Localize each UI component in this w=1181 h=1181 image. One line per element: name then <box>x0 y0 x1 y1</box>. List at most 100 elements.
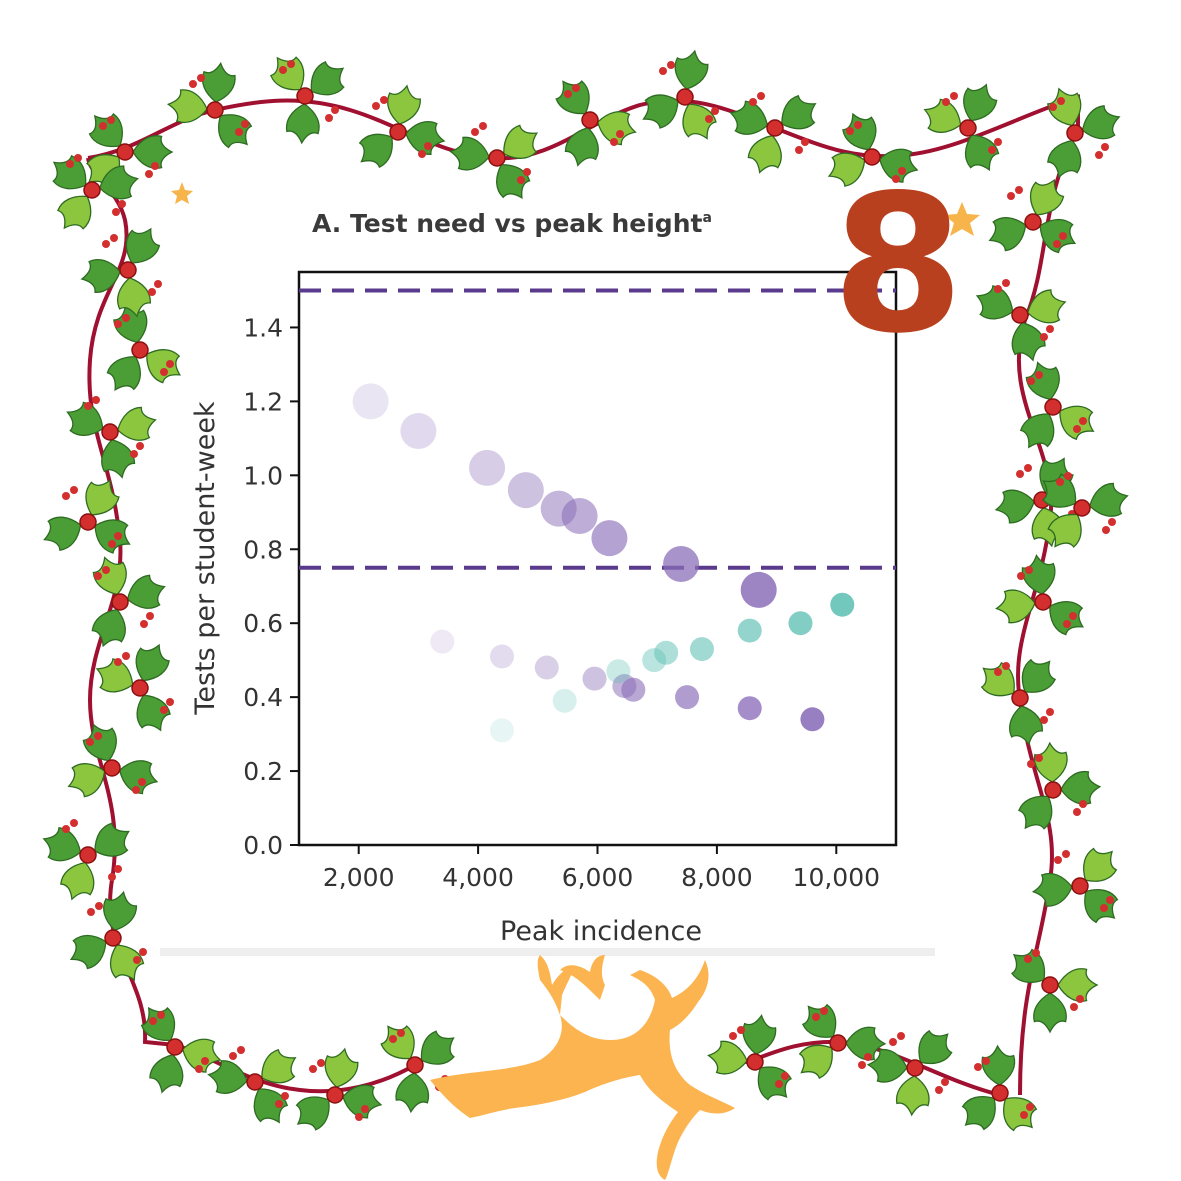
chart-card-bottom-edge <box>160 948 935 956</box>
berry-icon <box>897 1032 905 1040</box>
holly-cluster <box>988 178 1077 254</box>
holly-leaf-icon <box>1026 289 1067 324</box>
data-point-s0-8 <box>740 571 777 608</box>
berry-icon <box>616 130 624 138</box>
holly-leaf-icon <box>1088 482 1129 517</box>
star-icon <box>944 202 980 236</box>
holly-leaf-icon <box>995 589 1036 624</box>
berry-icon <box>1046 325 1054 333</box>
berry-icon <box>1054 856 1062 864</box>
berry-icon <box>1020 1111 1028 1119</box>
holly-cluster <box>106 303 182 392</box>
holly-leaf-icon <box>146 349 182 384</box>
holly-leaf-icon <box>324 1047 359 1088</box>
berry-icon <box>1032 949 1040 957</box>
holly-leaf-icon <box>201 61 236 103</box>
holly-leaf-icon <box>1029 178 1065 216</box>
holly-leaf-icon <box>358 133 393 169</box>
berry-icon <box>108 873 116 881</box>
holly-leaf-icon <box>781 94 817 130</box>
holly-leaf-icon <box>126 574 166 609</box>
ornament-bead-icon <box>131 679 149 697</box>
ornament-bead-icon <box>104 929 122 947</box>
berry-icon <box>130 450 138 458</box>
holly-leaf-icon <box>116 406 157 441</box>
y-tick-label: 0.0 <box>243 831 283 860</box>
holly-leaf-icon <box>60 861 95 901</box>
holly-cluster <box>1010 948 1099 1034</box>
berry-icon <box>1073 808 1081 816</box>
ornament-bead-icon <box>991 1084 1009 1102</box>
holly-leaf-icon <box>798 1044 833 1080</box>
ornament-bead-icon <box>1044 781 1062 799</box>
holly-leaf-icon <box>1081 105 1121 140</box>
ornament-bead-icon <box>1011 689 1029 707</box>
berry-icon <box>1070 1003 1078 1011</box>
ornament-bead-icon <box>111 593 129 611</box>
berry-icon <box>325 114 333 122</box>
holly-leaf-icon <box>1083 847 1118 882</box>
berry-icon <box>471 128 479 136</box>
holly-cluster <box>555 80 637 167</box>
ornament-bead-icon <box>676 88 694 106</box>
holly-cluster <box>358 84 446 169</box>
ornament-bead-icon <box>766 119 784 137</box>
berry-icon <box>237 1046 245 1054</box>
holly-cluster <box>798 1003 887 1080</box>
berry-icon <box>148 288 156 296</box>
holly-leaf-icon <box>827 152 866 187</box>
holly-cluster <box>923 83 1002 172</box>
ornament-bead-icon <box>1041 976 1059 994</box>
berry-icon <box>389 1035 397 1043</box>
holly-cluster <box>1047 87 1121 179</box>
berry-icon <box>136 442 144 450</box>
berry-icon <box>1069 612 1077 620</box>
x-tick-label: 8,000 <box>681 863 753 892</box>
berry-icon <box>229 1052 237 1060</box>
holly-leaf-icon <box>103 890 138 931</box>
berry-icon <box>145 170 153 178</box>
berry-icon <box>974 1063 982 1071</box>
berry-icon <box>235 128 243 136</box>
berry-icon <box>659 67 667 75</box>
berry-icon <box>994 138 1002 146</box>
holly-leaf-icon <box>1049 601 1085 636</box>
holly-leaf-icon <box>1059 405 1095 441</box>
holly-leaf-icon <box>742 1014 777 1055</box>
berry-icon <box>70 819 78 827</box>
berry-icon <box>1024 955 1032 963</box>
berry-icon <box>982 1057 990 1065</box>
berry-icon <box>114 320 122 328</box>
y-tick-label: 0.6 <box>243 609 283 638</box>
ornament-bead-icon <box>1011 306 1029 324</box>
holly-leaf-icon <box>674 49 709 90</box>
berry-icon <box>564 90 572 98</box>
ornament-bead-icon <box>1044 398 1062 416</box>
holly-leaf-icon <box>207 1060 248 1095</box>
berry-icon <box>1035 371 1043 379</box>
berry-icon <box>110 234 118 242</box>
berry-icon <box>1002 279 1010 287</box>
x-tick-label: 6,000 <box>562 863 634 892</box>
berry-icon <box>1062 850 1070 858</box>
holly-leaf-icon <box>1047 139 1082 179</box>
holly-cluster <box>827 112 919 187</box>
chart-title-text: A. Test need vs peak height <box>312 209 702 238</box>
holly-leaf-icon <box>310 61 345 96</box>
holly-cluster <box>69 890 147 982</box>
y-axis-label: Tests per student-week <box>190 401 221 716</box>
berry-icon <box>87 908 95 916</box>
data-point-s2-4 <box>654 640 679 665</box>
holly-leaf-icon <box>91 608 126 648</box>
holly-leaf-icon <box>918 1029 953 1065</box>
berry-icon <box>1007 192 1015 200</box>
berry-icon <box>94 572 102 580</box>
ornament-bead-icon <box>101 423 119 441</box>
holly-cluster <box>66 396 157 479</box>
ornament-bead-icon <box>488 149 506 167</box>
holly-leaf-icon <box>1021 554 1056 595</box>
berry-icon <box>1064 472 1072 480</box>
holly-leaf-icon <box>895 1075 930 1117</box>
ornament-bead-icon <box>79 846 97 864</box>
y-tick-label: 1.0 <box>243 461 283 490</box>
